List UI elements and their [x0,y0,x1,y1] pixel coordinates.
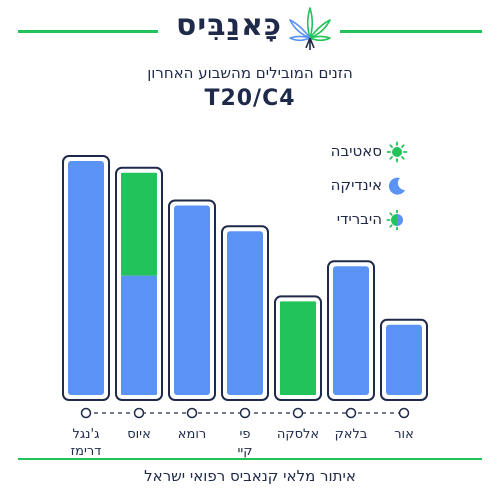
chart-subtitle: הזנים המובילים מהשבוע האחרון [147,64,353,82]
moon-icon [388,177,405,195]
x-tick-label: קיי [237,444,252,459]
legend-label-indica: אינדיקה [330,176,382,194]
bar-segment-indica [121,275,157,395]
footer-text: איתור מלאי קנאביס רפואי ישראל [144,467,356,485]
x-tick-label: דרימז [71,444,102,459]
bar-segment-sativa [121,172,157,276]
legend-item-hybrid: היברידי [300,208,408,232]
bar-segment-indica [386,324,422,395]
cannabis-leaf-icon [289,7,331,50]
legend-item-indica: אינדיקה [300,174,408,198]
legend-label-sativa: סאטיבה [330,142,382,160]
chart-title: T20/C4 [204,86,296,111]
x-tick-label: אלסקה [277,427,319,442]
bar-segment-indica [333,266,369,395]
sun-icon [386,141,408,163]
brand-header: כָּאנַבִּיס [0,2,500,54]
x-tick-marker [80,407,92,419]
x-tick-marker [398,407,410,419]
bar-segment-sativa [280,301,316,395]
top-rule-left [18,30,158,33]
x-tick-label: רומא [178,427,206,442]
half-sun-moon-icon [386,209,403,231]
x-tick-label: איוס [127,427,151,442]
x-tick-label: ג'נגל [73,427,100,442]
x-tick-marker [345,407,357,419]
x-tick-marker [292,407,304,419]
x-tick-marker [239,407,251,419]
x-tick-marker [186,407,198,419]
legend-item-sativa: סאטיבה [300,140,408,164]
bottom-rule [18,458,482,460]
bar-segment-indica [227,231,263,395]
x-tick-label: אור [394,427,414,442]
x-tick-label: בלאק [335,427,368,442]
top-rule-right [340,30,482,33]
legend-label-hybrid: היברידי [336,210,382,228]
x-tick-label: פי [239,427,250,442]
bar-segment-indica [68,161,104,395]
brand-name: כָּאנַבִּיס [176,8,282,43]
x-tick-marker [133,407,145,419]
bar-segment-indica [174,205,210,395]
